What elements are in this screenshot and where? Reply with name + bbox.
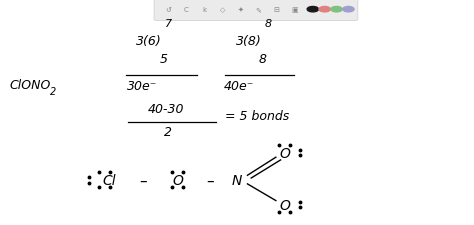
Text: 3(6): 3(6) <box>137 35 162 48</box>
Text: O: O <box>279 198 290 212</box>
Text: ⊟: ⊟ <box>273 7 279 13</box>
Text: ✎: ✎ <box>255 7 261 13</box>
Text: 2: 2 <box>164 125 172 138</box>
Text: –: – <box>206 173 214 187</box>
Circle shape <box>307 7 319 13</box>
Text: 5: 5 <box>160 53 167 66</box>
Text: –: – <box>139 173 147 187</box>
Text: ◇: ◇ <box>219 7 225 13</box>
Text: N: N <box>232 173 242 187</box>
Text: ClONO: ClONO <box>9 79 51 92</box>
Circle shape <box>343 7 354 13</box>
Text: = 5 bonds: = 5 bonds <box>225 109 290 122</box>
Text: 40e⁻: 40e⁻ <box>224 80 255 93</box>
Text: O: O <box>173 173 183 187</box>
Text: 8: 8 <box>264 19 272 29</box>
Text: C: C <box>184 7 189 13</box>
FancyBboxPatch shape <box>154 0 358 21</box>
Circle shape <box>319 7 330 13</box>
Text: k: k <box>202 7 206 13</box>
Text: 30e⁻: 30e⁻ <box>127 80 157 93</box>
Circle shape <box>331 7 342 13</box>
Text: 8: 8 <box>259 53 267 66</box>
Text: 40-30: 40-30 <box>147 103 184 115</box>
Text: ↺: ↺ <box>165 7 171 13</box>
Text: ▣: ▣ <box>291 7 298 13</box>
Text: ✦: ✦ <box>237 7 243 13</box>
Text: 3(8): 3(8) <box>236 35 262 48</box>
Text: O: O <box>279 146 290 160</box>
Text: 7: 7 <box>164 19 172 29</box>
Text: 2: 2 <box>50 86 56 96</box>
Text: Cl: Cl <box>102 173 116 187</box>
